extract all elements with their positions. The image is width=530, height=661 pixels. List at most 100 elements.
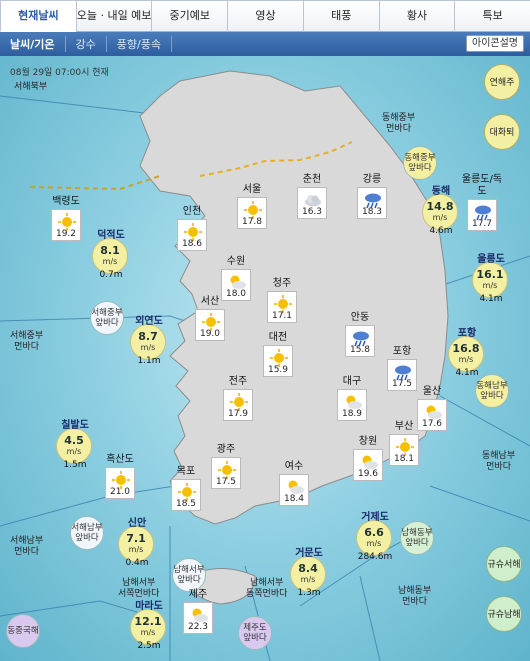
sea-east-china[interactable]: 동중국해 — [6, 614, 40, 648]
sea-west-south-near[interactable]: 서해남부 앞바다 — [70, 516, 104, 550]
sea-south-east-near[interactable]: 남해동부 앞바다 — [400, 521, 434, 555]
buoy-unit: m/s — [128, 545, 144, 554]
subnav-precipitation[interactable]: 강수 — [66, 36, 107, 52]
partly-cloudy-icon — [344, 393, 362, 411]
city-station[interactable]: 여수 18.4 — [272, 461, 316, 506]
city-temp: 17.6 — [421, 419, 443, 429]
city-name: 인천 — [182, 206, 202, 217]
city-station[interactable]: 부산 18.1 — [382, 421, 426, 466]
buoy-name: 울릉도 — [477, 254, 505, 265]
buoy-wind-speed: 14.8 — [426, 200, 454, 213]
btn-yeonhae[interactable]: 연해주 — [484, 64, 520, 100]
buoy-station[interactable]: 거제도 6.6 m/s 284.6m — [356, 512, 392, 562]
city-station[interactable]: 청주 17.1 — [260, 278, 304, 323]
city-name: 청주 — [272, 278, 292, 289]
sea-south-west-near[interactable]: 남해서부 앞바다 — [172, 558, 206, 592]
buoy-station[interactable]: 덕적도 8.1 m/s 0.7m — [92, 230, 128, 280]
buoy-unit: m/s — [366, 539, 382, 548]
top-tab-bar: 현재날씨 오늘 · 내일 예보 중기예보 영상 태풍 황사 특보 — [0, 0, 530, 32]
city-weather-box: 18.0 — [221, 269, 251, 301]
sun-icon — [178, 483, 196, 501]
buoy-wave-height: 0.4m — [125, 558, 149, 568]
city-name: 서산 — [200, 296, 220, 307]
tab-midterm[interactable]: 중기예보 — [151, 0, 229, 32]
buoy-station[interactable]: 포항 16.8 m/s 4.1m — [448, 328, 484, 378]
tab-current-weather[interactable]: 현재날씨 — [0, 0, 77, 32]
city-station[interactable]: 전주 17.9 — [216, 376, 260, 421]
city-station[interactable]: 안동 15.8 — [338, 312, 382, 357]
buoy-station[interactable]: 외연도 8.7 m/s 1.1m — [130, 316, 166, 366]
btn-daehwa[interactable]: 대화퇴 — [484, 114, 520, 150]
city-station[interactable]: 창원 19.6 — [346, 436, 390, 481]
city-station[interactable]: 수원 18.0 — [214, 256, 258, 301]
tab-yellow-dust[interactable]: 황사 — [378, 0, 456, 32]
city-weather-box: 15.8 — [345, 325, 375, 357]
sun-icon — [244, 201, 262, 219]
buoy-wind-speed: 6.6 — [364, 526, 384, 539]
buoy-station[interactable]: 동해 14.8 m/s 4.6m — [422, 186, 458, 236]
city-temp: 17.7 — [471, 219, 493, 229]
buoy-station[interactable]: 신안 7.1 m/s 0.4m — [118, 518, 154, 568]
buoy-station[interactable]: 마라도 12.1 m/s 2.5m — [130, 601, 166, 651]
tab-typhoon[interactable]: 태풍 — [302, 0, 380, 32]
city-station[interactable]: 인천 18.6 — [170, 206, 214, 251]
city-temp: 18.3 — [361, 207, 383, 217]
city-name: 여수 — [284, 461, 304, 472]
tab-imagery[interactable]: 영상 — [227, 0, 304, 32]
buoy-name: 동해 — [431, 186, 451, 197]
sea-jeju-near[interactable]: 제주도 앞바다 — [238, 616, 272, 650]
city-station[interactable]: 대전 15.9 — [256, 332, 300, 377]
buoy-unit: m/s — [300, 575, 316, 584]
city-weather-box: 22.3 — [183, 602, 213, 634]
city-station[interactable]: 대구 18.9 — [330, 376, 374, 421]
city-weather-box: 18.4 — [279, 474, 309, 506]
city-name: 포항 — [392, 346, 412, 357]
buoy-wave-height: 4.1m — [479, 294, 503, 304]
btn-gyushu-south[interactable]: 규슈남해 — [486, 596, 522, 632]
city-name: 목포 — [176, 466, 196, 477]
btn-gyushu-west[interactable]: 규슈서해 — [486, 546, 522, 582]
city-station[interactable]: 춘천 16.3 — [290, 174, 334, 219]
city-station[interactable]: 목포 18.5 — [164, 466, 208, 511]
city-station[interactable]: 서산 19.0 — [188, 296, 232, 341]
buoy-unit: m/s — [66, 447, 82, 456]
city-weather-box: 17.5 — [211, 457, 241, 489]
buoy-wave-height: 284.6m — [357, 552, 393, 562]
subnav-weather-temp[interactable]: 날씨/기온 — [0, 36, 66, 52]
city-temp: 17.1 — [271, 311, 293, 321]
buoy-station[interactable]: 거문도 8.4 m/s 1.3m — [290, 548, 326, 598]
city-station[interactable]: 흑산도 21.0 — [98, 454, 142, 499]
partly-cloudy-icon — [190, 606, 208, 624]
city-station[interactable]: 울산 17.6 — [410, 386, 454, 431]
weather-map: 08월 29일 07:00시 현재 서해북부 서해중부 먼바다 서해남부 먼바다… — [0, 56, 530, 661]
observation-time: 08월 29일 07:00시 현재 — [10, 68, 109, 78]
buoy-station[interactable]: 칠발도 4.5 m/s 1.5m — [56, 420, 92, 470]
sea-east-south-near[interactable]: 동해남부 앞바다 — [475, 374, 509, 408]
icon-help-button[interactable]: 아이콘설명 — [466, 35, 524, 52]
city-station[interactable]: 백령도 19.2 — [44, 196, 88, 241]
city-temp: 17.5 — [391, 379, 413, 389]
buoy-name: 거제도 — [361, 512, 389, 523]
city-temp: 15.8 — [349, 345, 371, 355]
city-station[interactable]: 광주 17.5 — [204, 444, 248, 489]
city-station[interactable]: 포항 17.5 — [380, 346, 424, 391]
buoy-wave-height: 1.5m — [63, 460, 87, 470]
sea-west-mid-near[interactable]: 서해중부 앞바다 — [90, 301, 124, 335]
buoy-station[interactable]: 울릉도 16.1 m/s 4.1m — [472, 254, 508, 304]
city-station[interactable]: 서울 17.8 — [230, 184, 274, 229]
city-name: 흑산도 — [106, 454, 134, 465]
subnav-wind[interactable]: 풍향/풍속 — [107, 36, 172, 52]
city-station[interactable]: 강릉 18.3 — [350, 174, 394, 219]
sun-icon — [184, 223, 202, 241]
city-temp: 21.0 — [109, 487, 131, 497]
buoy-wind-speed: 4.5 — [64, 434, 84, 447]
buoy-wind-speed: 8.4 — [298, 562, 318, 575]
city-station[interactable]: 제주 22.3 — [176, 589, 220, 634]
buoy-unit: m/s — [140, 628, 156, 637]
tab-warnings[interactable]: 특보 — [454, 0, 530, 32]
sea-east-mid-near[interactable]: 동해중부 앞바다 — [403, 146, 437, 180]
tab-today-tomorrow[interactable]: 오늘 · 내일 예보 — [75, 0, 153, 32]
city-station[interactable]: 울릉도/독도 17.7 — [460, 174, 504, 231]
rain-icon — [394, 363, 412, 381]
city-name: 춘천 — [302, 174, 322, 185]
